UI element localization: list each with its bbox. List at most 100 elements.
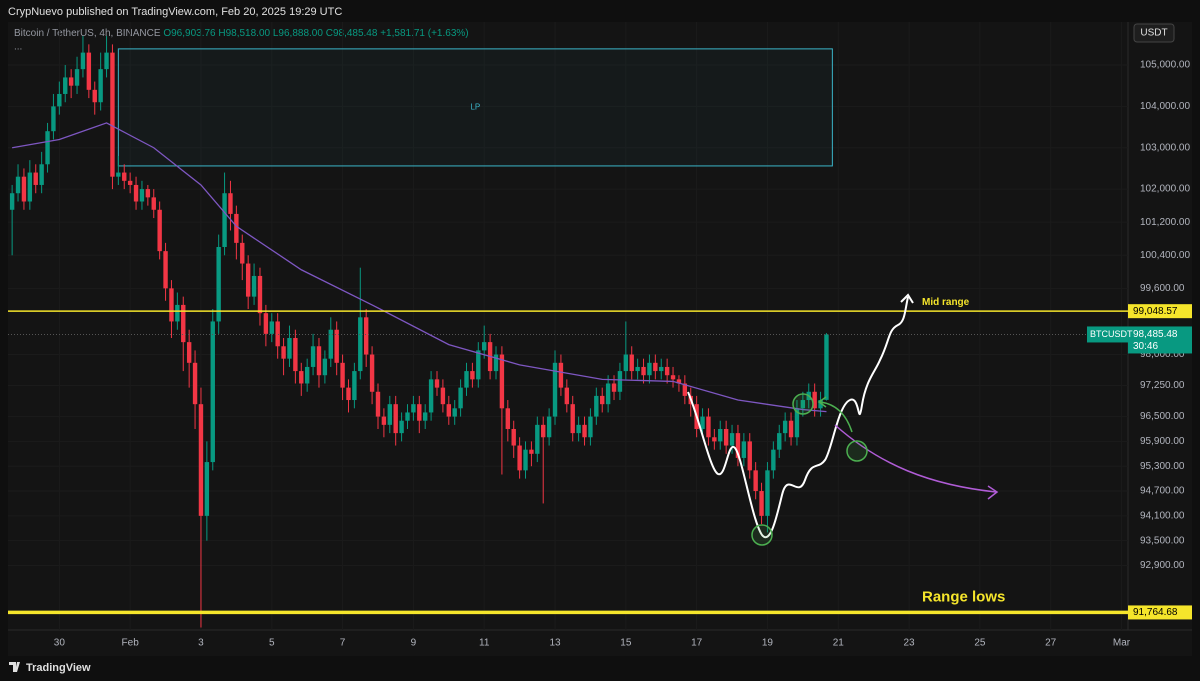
candle-body xyxy=(399,420,404,434)
candle-body xyxy=(747,441,752,471)
candle-body xyxy=(340,362,345,388)
ohlc-change: +1,581.71 (+1.63%) xyxy=(380,28,468,39)
candle-body xyxy=(210,321,215,463)
candle-body xyxy=(9,193,15,210)
candle-body xyxy=(777,433,782,450)
candle-body xyxy=(434,379,440,388)
candle-body xyxy=(122,172,127,181)
candle-body xyxy=(741,441,747,458)
candle-body xyxy=(139,189,145,202)
level-text: Range lows xyxy=(922,588,1005,605)
candle-body xyxy=(588,416,593,438)
y-tick-label: 100,400.00 xyxy=(1140,250,1190,261)
retest-arrow xyxy=(819,401,853,433)
candle-body xyxy=(281,346,286,359)
legend: Bitcoin / TetherUS, 4h, BINANCE O96,903.… xyxy=(14,28,469,39)
x-tick-label: 13 xyxy=(549,638,561,649)
y-tick-label: 101,200.00 xyxy=(1140,217,1190,228)
candle-body xyxy=(293,337,298,372)
candle-body xyxy=(127,180,133,185)
x-tick-label: 15 xyxy=(620,638,632,649)
footer-logo[interactable]: TradingView xyxy=(26,662,91,674)
y-tick-label: 95,900.00 xyxy=(1140,436,1185,447)
candle-body xyxy=(771,449,776,471)
candle-body xyxy=(670,375,676,380)
candle-body xyxy=(676,379,682,384)
candle-body xyxy=(263,313,269,334)
highlight-circle xyxy=(751,524,773,546)
candle-body xyxy=(558,362,564,388)
candle-body xyxy=(133,184,139,202)
candle-body xyxy=(576,424,581,434)
candle-body xyxy=(800,400,806,409)
candle-body xyxy=(417,404,422,421)
candle-body xyxy=(228,193,233,214)
last-price-label: 98,485.48 xyxy=(1133,329,1178,340)
candle-body xyxy=(352,371,357,401)
candle-body xyxy=(234,213,239,243)
candle-body xyxy=(735,433,741,458)
candle-body xyxy=(74,69,80,86)
currency-box[interactable] xyxy=(1133,23,1175,43)
ohlc: C98,485.48 xyxy=(326,28,378,39)
x-tick-label: Feb xyxy=(122,638,140,649)
x-tick-label: Mar xyxy=(1113,638,1131,649)
candle-body xyxy=(611,383,617,392)
legend-more[interactable]: ... xyxy=(14,42,22,53)
x-tick-label: 5 xyxy=(269,638,275,649)
candle-body xyxy=(729,433,735,446)
candle-body xyxy=(647,362,652,376)
candle-body xyxy=(723,428,729,446)
candle-body xyxy=(464,371,469,388)
currency[interactable]: USDT xyxy=(1140,28,1167,39)
candle-body xyxy=(299,371,304,384)
candle-body xyxy=(322,358,328,376)
candle-body xyxy=(659,366,664,372)
candle-body xyxy=(759,491,764,516)
candle-body xyxy=(63,77,68,94)
y-tick-label: 105,000.00 xyxy=(1140,60,1190,71)
header: CrypNuevo published on TradingView.com, … xyxy=(8,6,342,18)
candle-body xyxy=(204,462,210,516)
candle-body xyxy=(493,354,499,372)
candle-body xyxy=(422,412,428,421)
candle-body xyxy=(582,424,587,438)
candle-body xyxy=(440,387,446,405)
candle-body xyxy=(788,420,794,438)
candle-body xyxy=(381,416,387,425)
candle-body xyxy=(623,354,629,372)
candle-body xyxy=(151,197,156,210)
candle-body xyxy=(629,354,634,372)
level-label: 99,048.57 xyxy=(1133,306,1178,317)
candle-body xyxy=(116,172,121,177)
candle-body xyxy=(635,366,640,372)
candle-body xyxy=(27,172,33,202)
candle-body xyxy=(617,371,623,392)
candle-body xyxy=(765,470,770,516)
x-tick-label: 9 xyxy=(411,638,417,649)
candle-body xyxy=(476,350,481,380)
candle-body xyxy=(245,263,251,297)
candle-body xyxy=(169,288,174,322)
y-tick-label: 99,600.00 xyxy=(1140,283,1185,294)
x-tick-label: 30 xyxy=(54,638,66,649)
level-box xyxy=(1128,304,1192,319)
x-tick-label: 25 xyxy=(974,638,986,649)
candle-body xyxy=(110,52,115,177)
candle-body xyxy=(818,400,823,409)
y-tick-label: 94,100.00 xyxy=(1140,510,1185,521)
candle-body xyxy=(92,89,97,103)
candle-body xyxy=(411,404,416,413)
candle-body xyxy=(824,334,829,400)
x-tick-label: 17 xyxy=(691,638,703,649)
candle-body xyxy=(163,251,168,289)
ohlc: O96,903.76 xyxy=(163,28,216,39)
drawings xyxy=(687,293,999,546)
y-tick-label: 104,000.00 xyxy=(1140,101,1190,112)
candle-body xyxy=(275,321,280,347)
candle-body xyxy=(198,404,204,516)
level-text: Mid range xyxy=(922,297,970,308)
candle-body xyxy=(15,176,21,194)
candle-body xyxy=(181,304,186,343)
candle-body xyxy=(334,329,339,363)
